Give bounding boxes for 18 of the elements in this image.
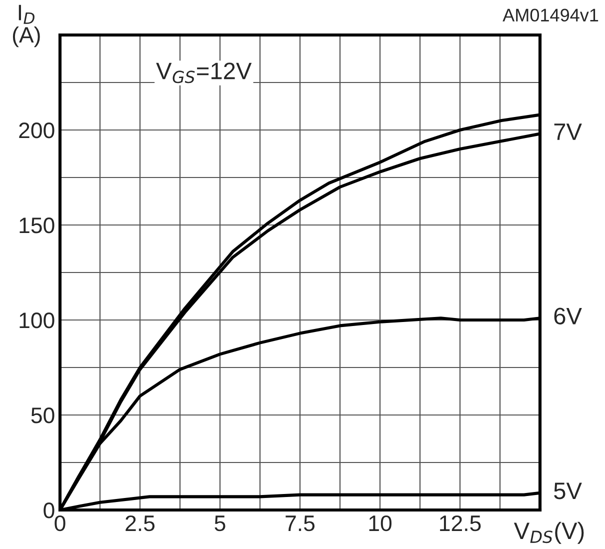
y-tick-label: 150 <box>20 218 54 234</box>
y-tick-label: 100 <box>20 312 54 328</box>
y-axis-title: I$_{D}$ (A) <box>12 4 40 48</box>
x-axis-title: V$_{DS}$(V) <box>514 522 584 544</box>
series-label: 6V <box>554 308 582 324</box>
y-tick-label: 50 <box>31 408 54 424</box>
x-tick-label: 10 <box>369 515 392 532</box>
x-tick-label: 7.5 <box>286 516 315 532</box>
y-tick-label: 0 <box>44 502 54 518</box>
annotation: V$_{GS}$=12V <box>156 62 252 84</box>
text: AM01494v1 <box>502 8 598 22</box>
x-tick-label: 0 <box>54 515 66 532</box>
x-tick-label: 2.5 <box>126 515 155 532</box>
series-label: 5V <box>554 482 582 500</box>
x-tick-label: 5 <box>214 516 226 532</box>
y-tick-label: 200 <box>19 122 54 138</box>
series-label: 7V <box>554 124 582 140</box>
x-tick-label: 12.5 <box>440 515 481 532</box>
